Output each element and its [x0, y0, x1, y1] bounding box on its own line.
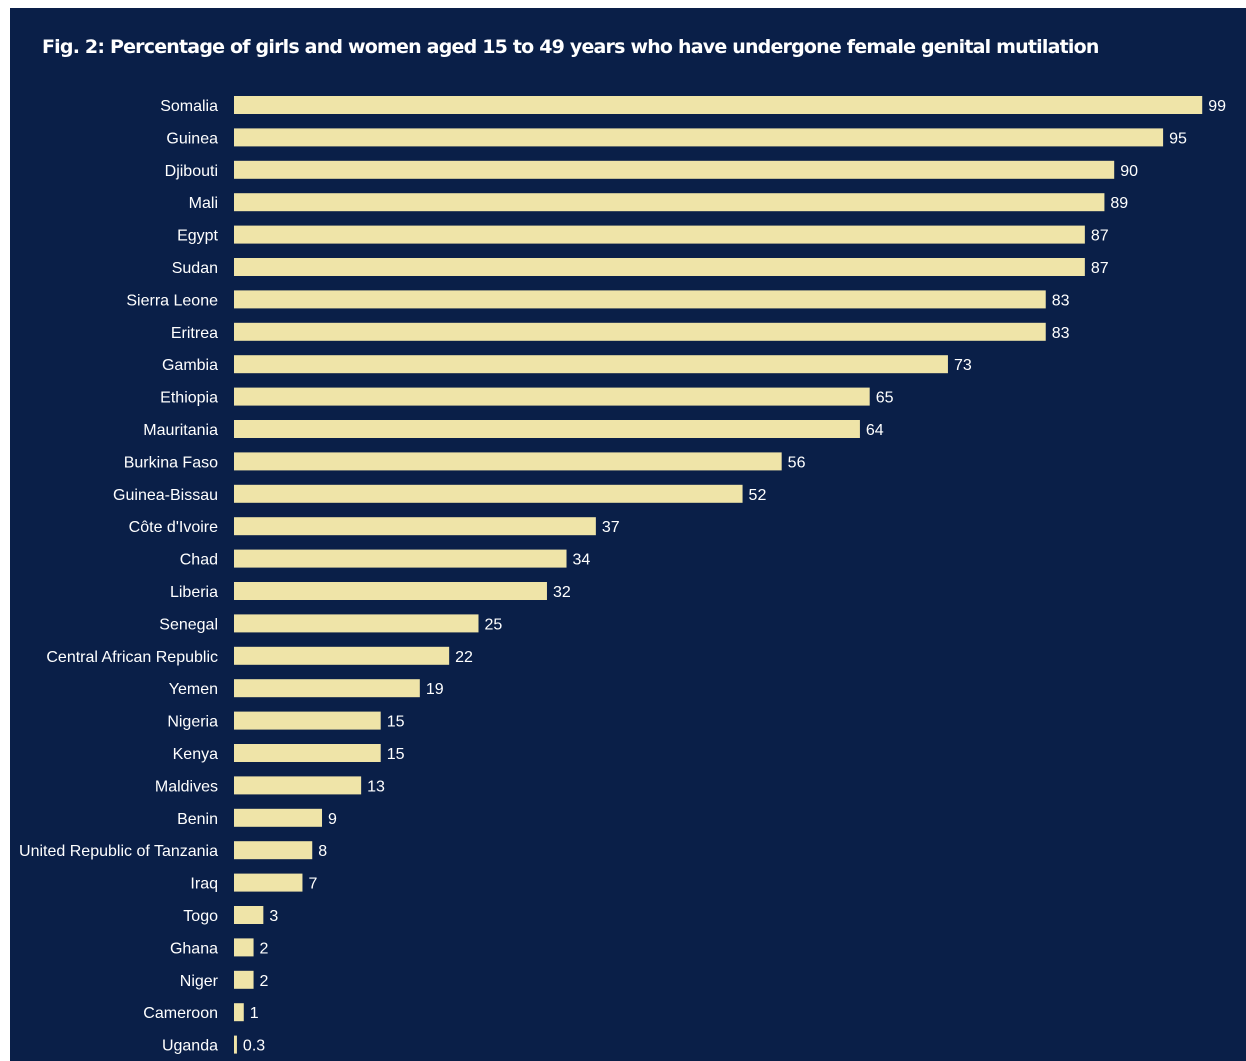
bar	[234, 290, 1046, 309]
category-label: Guinea	[166, 130, 218, 147]
bar	[234, 355, 948, 374]
value-label: 15	[387, 714, 405, 731]
bar	[234, 679, 420, 698]
bar	[234, 549, 567, 568]
value-label: 87	[1091, 228, 1109, 245]
value-label: 52	[749, 487, 767, 504]
value-label: 2	[260, 940, 269, 957]
bar	[234, 452, 782, 471]
bar	[234, 776, 362, 795]
category-label: Togo	[183, 908, 218, 925]
category-label: Djibouti	[165, 163, 218, 180]
value-label: 3	[269, 908, 278, 925]
bar	[234, 711, 381, 730]
category-label: Yemen	[169, 681, 218, 698]
bar	[234, 938, 254, 957]
category-label: Uganda	[162, 1038, 218, 1055]
value-label: 95	[1169, 130, 1187, 147]
category-label: Kenya	[173, 746, 218, 763]
chart-title: Fig. 2: Percentage of girls and women ag…	[42, 36, 1099, 58]
category-label: Liberia	[170, 584, 218, 601]
value-label: 83	[1052, 325, 1070, 342]
bar	[234, 1035, 237, 1054]
category-label: Central African Republic	[46, 649, 218, 666]
bar	[234, 128, 1164, 147]
bar	[234, 96, 1203, 114]
value-label: 7	[308, 876, 317, 893]
category-label: Sierra Leone	[126, 292, 218, 309]
category-label: Chad	[180, 552, 218, 569]
category-label: Cameroon	[143, 1005, 218, 1022]
bar	[234, 906, 264, 924]
bar	[234, 646, 450, 665]
category-label: Benin	[177, 811, 218, 828]
value-label: 73	[954, 357, 972, 374]
category-label: United Republic of Tanzania	[19, 843, 218, 860]
bar	[234, 387, 870, 406]
bar	[234, 808, 323, 827]
value-label: 15	[387, 746, 405, 763]
value-label: 56	[788, 454, 806, 471]
bar	[234, 1003, 244, 1022]
bar	[234, 614, 479, 633]
value-label: 64	[866, 422, 884, 439]
value-label: 90	[1120, 163, 1138, 180]
value-label: 22	[455, 649, 473, 666]
bar	[234, 841, 313, 860]
bar	[234, 517, 596, 536]
bar	[234, 225, 1085, 244]
bar	[234, 744, 381, 762]
chart-panel: Fig. 2: Percentage of girls and women ag…	[10, 8, 1246, 1061]
category-label: Senegal	[159, 616, 218, 633]
bar	[234, 420, 860, 438]
category-label: Maldives	[155, 778, 218, 795]
category-label: Nigeria	[167, 714, 218, 731]
value-label: 19	[426, 681, 444, 698]
category-label: Burkina Faso	[124, 454, 218, 471]
value-label: 9	[328, 811, 337, 828]
category-label: Mauritania	[143, 422, 218, 439]
bar	[234, 258, 1085, 276]
category-label: Sudan	[172, 260, 218, 277]
bar	[234, 322, 1046, 341]
value-label: 2	[260, 973, 269, 990]
value-label: 1	[250, 1005, 259, 1022]
category-label: Guinea-Bissau	[113, 487, 218, 504]
bar	[234, 873, 303, 892]
bar	[234, 160, 1115, 179]
value-label: 37	[602, 519, 620, 536]
value-label: 89	[1110, 195, 1128, 212]
value-label: 0.3	[243, 1038, 265, 1055]
category-label: Niger	[180, 973, 219, 990]
category-label: Egypt	[177, 228, 218, 245]
category-label: Somalia	[160, 98, 218, 115]
value-label: 25	[485, 616, 503, 633]
category-label: Gambia	[162, 357, 218, 374]
category-label: Mali	[189, 195, 218, 212]
value-label: 87	[1091, 260, 1109, 277]
category-label: Ghana	[170, 940, 218, 957]
value-label: 13	[367, 778, 385, 795]
bar	[234, 970, 254, 989]
bar	[234, 582, 547, 600]
bar	[234, 484, 743, 503]
value-label: 34	[573, 552, 591, 569]
category-label: Côte d'Ivoire	[129, 519, 218, 536]
category-label: Iraq	[190, 876, 218, 893]
value-label: 8	[318, 843, 327, 860]
value-label: 83	[1052, 292, 1070, 309]
value-label: 65	[876, 390, 894, 407]
category-label: Eritrea	[171, 325, 218, 342]
value-label: 32	[553, 584, 571, 601]
category-label: Ethiopia	[160, 390, 218, 407]
bar	[234, 193, 1105, 212]
value-label: 99	[1208, 98, 1226, 115]
